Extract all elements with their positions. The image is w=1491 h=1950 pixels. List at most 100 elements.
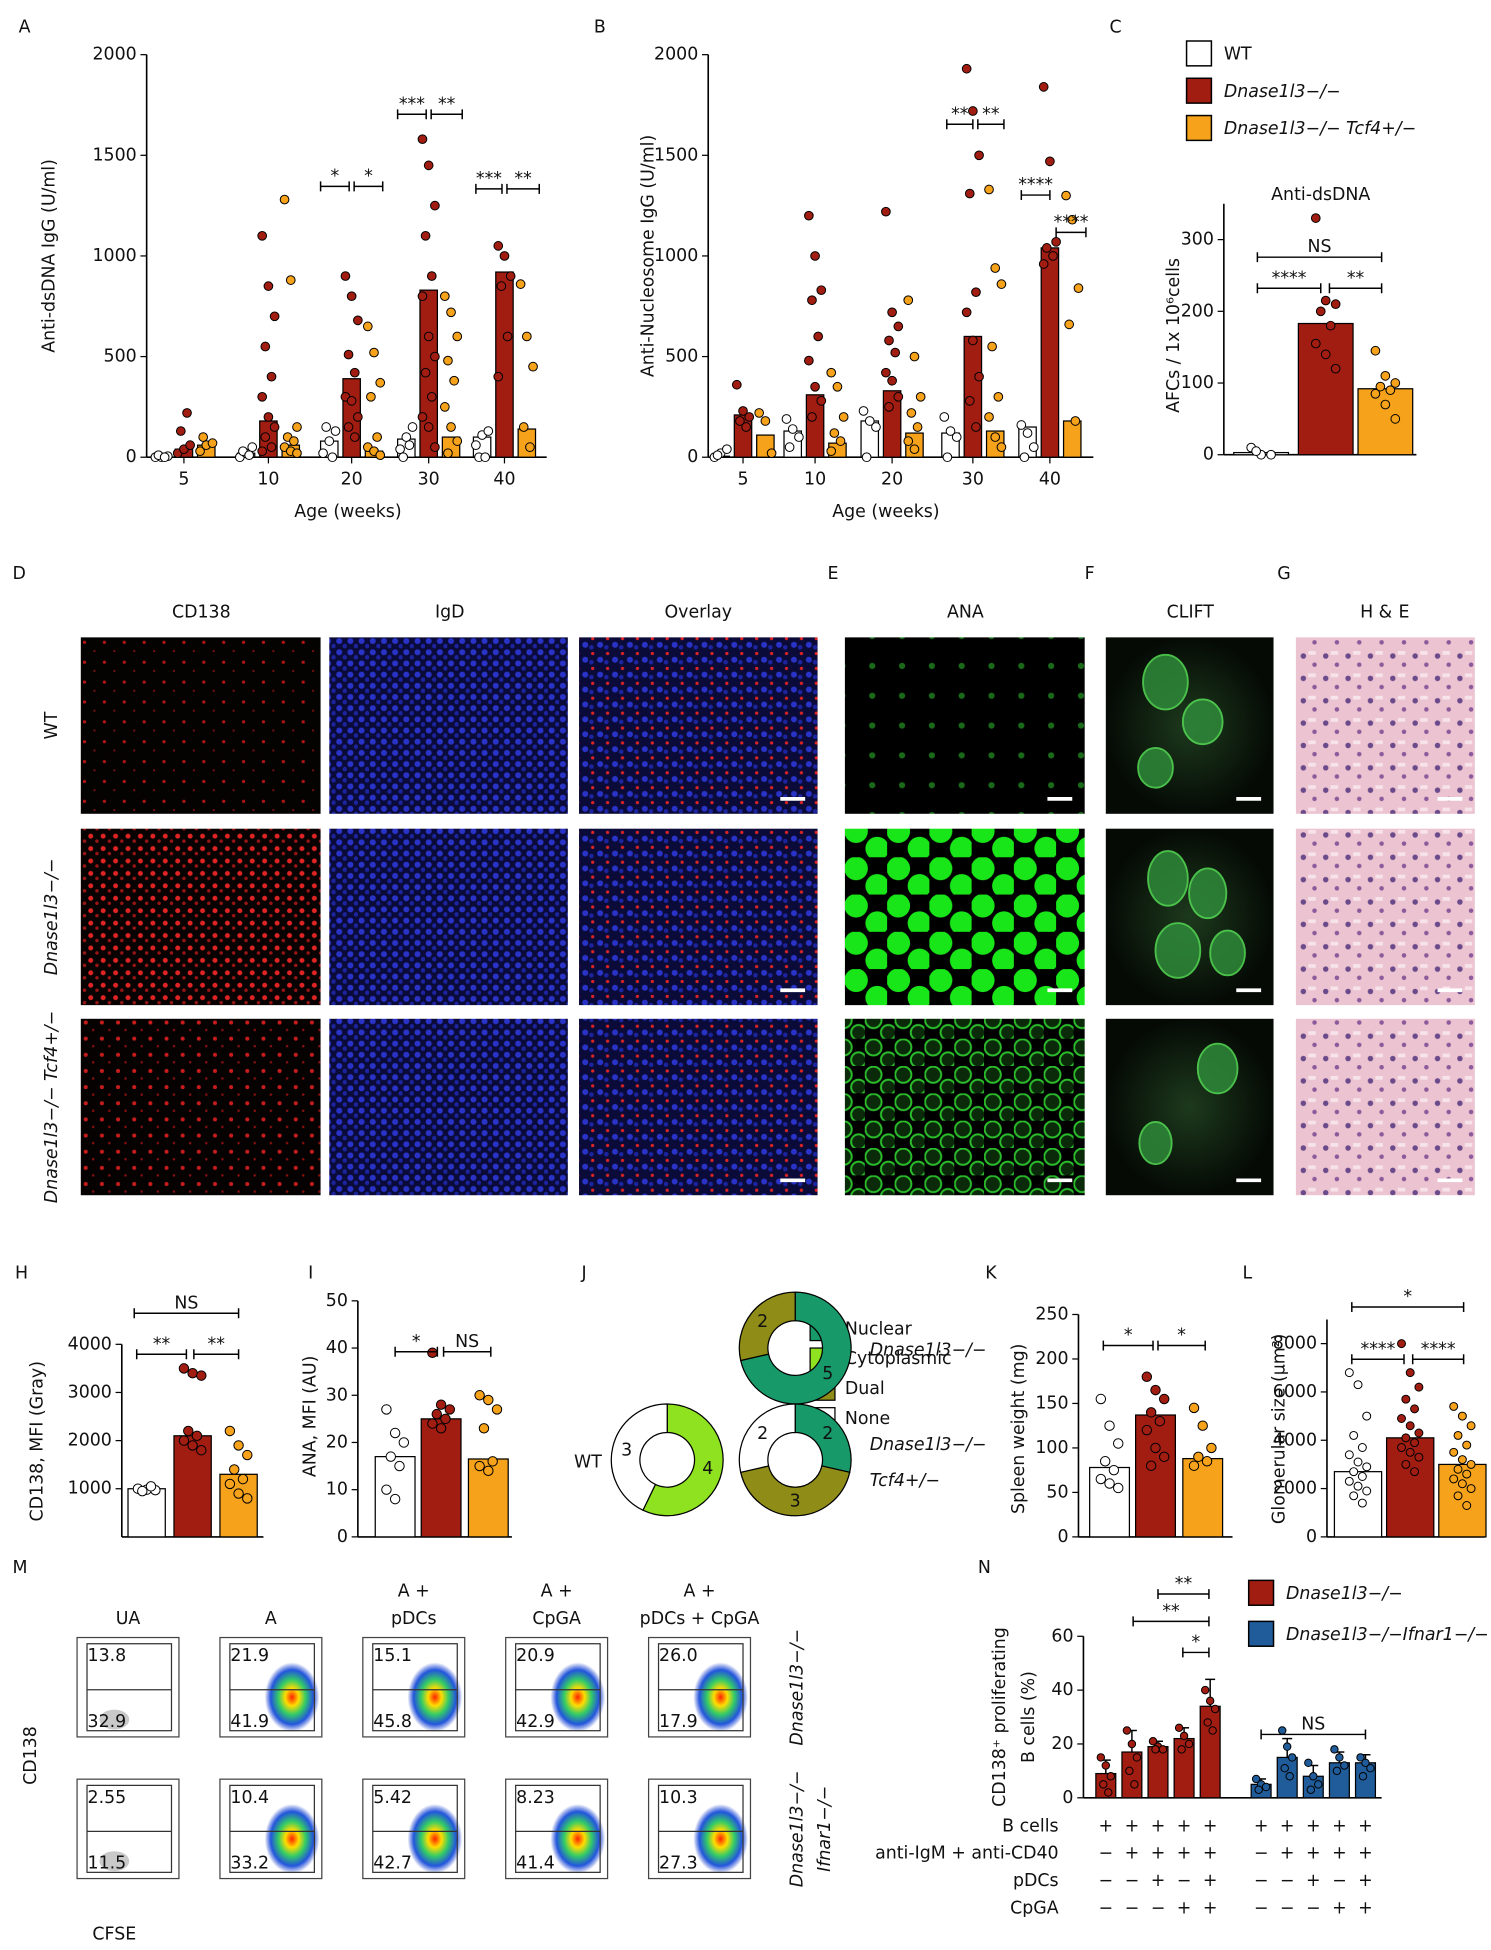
y-axis-label: Anti-Nucleosome IgG (U/ml) bbox=[639, 135, 659, 377]
segment-label: 3 bbox=[790, 1491, 801, 1511]
condition-label: CpGA bbox=[1010, 1898, 1059, 1918]
data-point bbox=[1158, 1451, 1170, 1463]
significance-bracket bbox=[1351, 1354, 1405, 1365]
condition-sign: + bbox=[1306, 1844, 1321, 1864]
gate bbox=[229, 1784, 315, 1873]
data-point bbox=[395, 444, 405, 455]
data-point bbox=[247, 442, 258, 452]
data-point bbox=[1414, 1452, 1424, 1462]
condition-sign: − bbox=[1254, 1871, 1269, 1891]
data-point bbox=[525, 442, 535, 452]
condition-sign: − bbox=[1177, 1871, 1192, 1891]
condition-sign: + bbox=[1203, 1816, 1218, 1836]
data-point bbox=[430, 200, 440, 211]
data-point bbox=[515, 279, 526, 289]
condition-sign: − bbox=[1306, 1898, 1321, 1918]
data-point bbox=[1401, 1459, 1411, 1469]
data-point bbox=[1375, 381, 1386, 392]
data-point bbox=[1349, 1467, 1359, 1477]
panel-letter: N bbox=[978, 1558, 991, 1578]
condition-sign: − bbox=[1099, 1844, 1114, 1864]
data-point bbox=[984, 412, 994, 422]
micrograph bbox=[329, 1018, 568, 1196]
data-point bbox=[1414, 1428, 1424, 1438]
data-point bbox=[939, 412, 950, 422]
data-point bbox=[1104, 1420, 1115, 1431]
data-point bbox=[1330, 1745, 1339, 1754]
data-point bbox=[987, 341, 997, 352]
significance-bracket bbox=[1182, 1647, 1210, 1658]
data-point bbox=[1405, 1447, 1415, 1457]
data-point bbox=[1028, 442, 1039, 452]
significance-label: * bbox=[412, 1332, 421, 1352]
data-point bbox=[968, 106, 978, 116]
condition-header: pDCs bbox=[391, 1609, 437, 1629]
y-tick-label: 40 bbox=[326, 1338, 348, 1358]
data-point bbox=[1038, 259, 1049, 269]
data-point bbox=[1330, 299, 1341, 309]
data-point bbox=[1314, 1780, 1323, 1789]
data-point bbox=[1353, 1457, 1363, 1467]
significance-bracket bbox=[1020, 190, 1051, 201]
data-point bbox=[1330, 363, 1341, 374]
column-header: H bbox=[1360, 603, 1373, 623]
data-point bbox=[1466, 1484, 1476, 1494]
cell-cloud bbox=[693, 1662, 748, 1732]
micrograph bbox=[844, 828, 1085, 1006]
data-point bbox=[1462, 1440, 1472, 1450]
gate-percent: 15.1 bbox=[373, 1646, 412, 1666]
significance-label: NS bbox=[455, 1332, 479, 1352]
condition-sign: + bbox=[1332, 1898, 1347, 1918]
data-point bbox=[887, 375, 897, 386]
data-point bbox=[813, 331, 824, 342]
y-tick-label: 0 bbox=[687, 447, 698, 467]
data-point bbox=[1205, 1696, 1215, 1706]
data-point bbox=[826, 367, 837, 378]
data-point bbox=[285, 275, 296, 285]
data-point bbox=[1177, 1745, 1186, 1754]
data-point bbox=[372, 432, 382, 442]
data-point bbox=[1362, 1462, 1372, 1472]
data-point bbox=[1067, 214, 1078, 225]
x-tick-label: 20 bbox=[881, 470, 903, 490]
y-tick-label: 1000 bbox=[68, 1479, 112, 1499]
bar bbox=[1182, 1457, 1224, 1538]
micrograph bbox=[579, 1018, 818, 1196]
data-point bbox=[404, 440, 415, 450]
data-point bbox=[754, 408, 765, 418]
significance-label: * bbox=[1177, 1326, 1186, 1346]
kinetoplast-cell bbox=[1181, 698, 1224, 746]
cell-cloud bbox=[99, 1851, 130, 1872]
x-axis-label: CFSE bbox=[92, 1924, 136, 1944]
y-tick-label: 40 bbox=[1051, 1680, 1073, 1700]
data-point bbox=[446, 422, 456, 432]
data-point bbox=[1344, 1476, 1354, 1486]
gate-percent: 20.9 bbox=[516, 1646, 555, 1666]
condition-sign: + bbox=[1151, 1871, 1166, 1891]
data-point bbox=[1125, 1766, 1134, 1776]
data-point bbox=[1073, 283, 1084, 293]
x-axis-label: Age (weeks) bbox=[294, 502, 401, 522]
legend-swatch bbox=[1185, 40, 1213, 67]
data-point bbox=[233, 1488, 244, 1499]
donut-segment bbox=[739, 1291, 852, 1405]
data-point bbox=[1453, 1430, 1463, 1440]
data-point bbox=[430, 442, 440, 452]
condition-sign: + bbox=[1125, 1844, 1140, 1864]
data-point bbox=[269, 422, 280, 432]
data-point bbox=[1127, 1739, 1137, 1749]
cell-cloud bbox=[550, 1662, 606, 1732]
data-point bbox=[1203, 1718, 1212, 1727]
significance-bracket bbox=[1256, 252, 1383, 263]
data-point bbox=[1048, 251, 1058, 261]
x-tick-label: 30 bbox=[962, 470, 984, 490]
micrograph bbox=[1295, 637, 1475, 814]
data-point bbox=[381, 1484, 392, 1495]
bar bbox=[495, 271, 514, 458]
bar bbox=[963, 335, 983, 458]
data-point bbox=[1108, 1464, 1120, 1476]
column-header: Overlay bbox=[665, 603, 733, 623]
y-tick-label: 1500 bbox=[92, 145, 136, 165]
data-point bbox=[426, 271, 437, 281]
data-point bbox=[1320, 349, 1331, 360]
